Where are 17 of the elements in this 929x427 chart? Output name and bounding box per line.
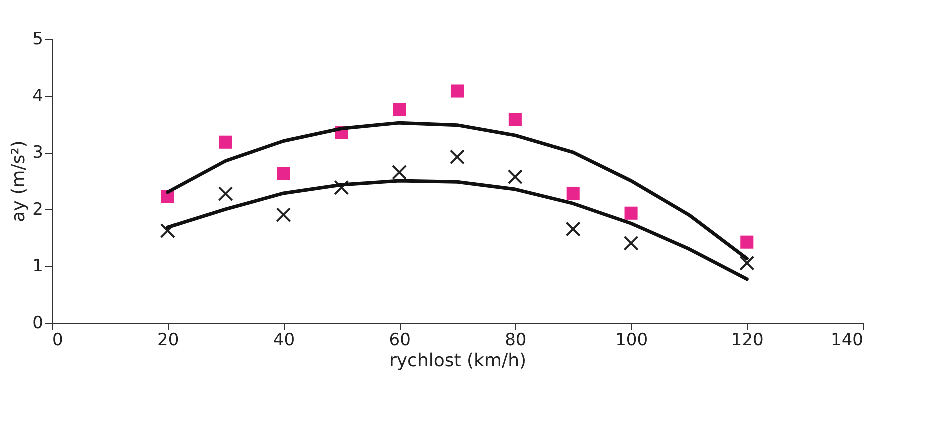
x-tick-label: 100 [616, 330, 648, 350]
x-tick-label: 140 [831, 330, 864, 350]
y-tick-label: 3 [32, 143, 44, 164]
line-series [166, 179, 749, 282]
x-tick-label: 40 [273, 330, 296, 350]
x-axis-title: rychlost (km/h) [389, 350, 527, 372]
y-tick-label: 0 [32, 314, 44, 334]
x-tick-label: 60 [389, 330, 411, 350]
y-tick-label: 1 [32, 256, 44, 277]
x-tick-label: 0 [52, 330, 64, 350]
y-tick-label: 2 [32, 200, 44, 220]
y-tick-label: 4 [32, 86, 44, 106]
y-tick-label: 5 [32, 30, 44, 50]
x-tick-label: 120 [731, 330, 764, 350]
x-tick-label: 20 [158, 330, 180, 350]
y-axis-title: ay (m/s²) [8, 140, 30, 222]
x-tick-label: 80 [505, 330, 527, 350]
